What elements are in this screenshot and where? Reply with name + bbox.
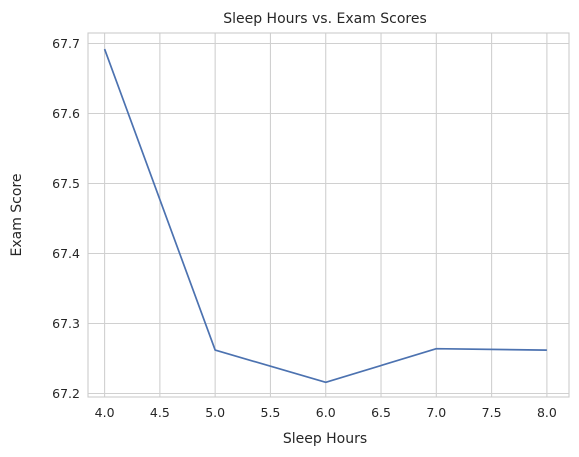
series-line <box>103 48 547 384</box>
x-tick-label: 6.5 <box>371 405 391 420</box>
grid-layer <box>88 33 569 397</box>
y-tick-label: 67.5 <box>52 176 80 191</box>
x-tick-label: 7.5 <box>482 405 502 420</box>
y-tick-label: 67.7 <box>52 36 80 51</box>
plot-frame <box>87 32 570 398</box>
y-tick-label: 67.4 <box>52 246 80 261</box>
tick-label-layer: 4.0 4.5 5.0 5.5 6.0 6.5 7.0 7.5 8.0 67.2 67.3 67.4 6… <box>52 36 557 420</box>
x-tick-label: 4.5 <box>150 405 170 420</box>
x-tick-label: 4.0 <box>95 405 115 420</box>
x-tick-label: 5.0 <box>205 405 225 420</box>
x-tick-label: 8.0 <box>537 405 557 420</box>
y-tick-label: 67.2 <box>52 386 80 401</box>
y-tick-label: 67.6 <box>52 106 80 121</box>
y-tick-label: 67.3 <box>52 316 80 331</box>
x-tick-label: 5.5 <box>261 405 281 420</box>
x-tick-label: 7.0 <box>426 405 446 420</box>
series-layer <box>103 48 547 384</box>
chart-title: Sleep Hours vs. Exam Scores <box>223 11 427 27</box>
x-axis-label: Sleep Hours <box>283 431 367 447</box>
x-tick-label: 6.0 <box>316 405 336 420</box>
y-axis-label: Exam Score <box>9 173 25 256</box>
